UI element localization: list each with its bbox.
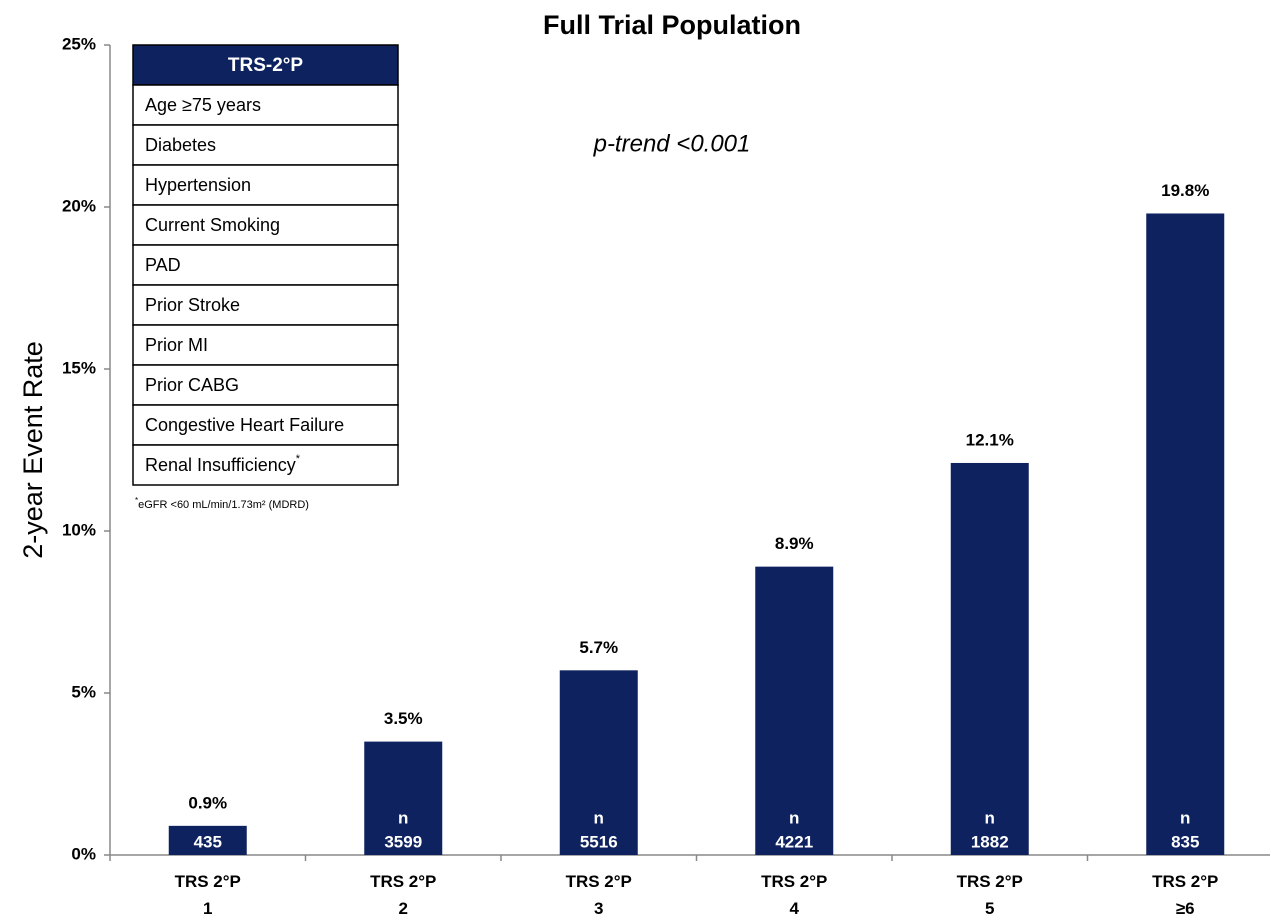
y-tick-label: 25% [62, 34, 96, 53]
x-tick-label-line: 4 [790, 899, 800, 917]
n-label: n [1180, 808, 1190, 827]
y-tick-label: 5% [71, 682, 96, 701]
table-cell-text: Diabetes [145, 135, 216, 155]
n-value: 4221 [775, 832, 813, 851]
y-tick-label: 10% [62, 520, 96, 539]
chart-title: Full Trial Population [543, 10, 801, 40]
bar [364, 741, 443, 855]
table-cell: Prior MI [145, 335, 208, 355]
table-cell-text: Age ≥75 years [145, 95, 261, 115]
table-row [132, 324, 399, 366]
table-cell: Diabetes [145, 135, 216, 155]
table-row [132, 164, 399, 206]
y-axis-label: 2-year Event Rate [18, 341, 48, 559]
table-cell-text: Prior Stroke [145, 295, 240, 315]
table-cell: Renal Insufficiency* [145, 453, 301, 475]
footnote-mark: * [296, 453, 301, 465]
table-row [132, 444, 399, 486]
x-tick-label: TRS 2°P 3 [566, 872, 632, 917]
x-tick-label-line: 5 [985, 899, 994, 917]
x-tick-label: TRS 2°P 2 [370, 872, 436, 917]
y-tick-label: 0% [71, 844, 96, 863]
x-tick-label-line: 2 [399, 899, 408, 917]
data-label: 8.9% [775, 534, 814, 553]
table-cell-text: Prior MI [145, 335, 208, 355]
data-label: 0.9% [188, 793, 227, 812]
y-tick-label: 20% [62, 196, 96, 215]
x-tick-label-line: 3 [594, 899, 603, 917]
footnote-mark: * [135, 496, 138, 505]
data-label: 5.7% [579, 638, 618, 657]
data-label: 12.1% [966, 430, 1014, 449]
n-label: n [398, 808, 408, 827]
table-cell: Congestive Heart Failure [145, 415, 344, 435]
x-tick-label-line: 1 [203, 899, 212, 917]
table-cell-text: Renal Insufficiency [145, 455, 296, 475]
bar [559, 670, 638, 855]
data-label: 19.8% [1161, 181, 1209, 200]
n-value: 835 [1171, 832, 1199, 851]
x-tick-label-line: TRS 2°P [957, 872, 1023, 891]
table-cell-text: Hypertension [145, 175, 251, 195]
n-value: 435 [194, 832, 222, 851]
bar [950, 462, 1029, 855]
x-tick-label: TRS 2°P 1 [175, 872, 241, 917]
footnote: *eGFR <60 mL/min/1.73m² (MDRD) [135, 496, 309, 511]
x-tick-label: TRS 2°P 4 [761, 872, 827, 917]
n-label: n [594, 808, 604, 827]
n-value: 5516 [580, 832, 618, 851]
n-label: n [985, 808, 995, 827]
x-tick-label: TRS 2°P ≥6 [1152, 872, 1218, 917]
table-cell: Current Smoking [145, 215, 280, 235]
n-value: 1882 [971, 832, 1009, 851]
bar [168, 825, 247, 855]
table-row [132, 204, 399, 246]
footnote-text: eGFR <60 mL/min/1.73m² (MDRD) [138, 499, 309, 511]
data-label: 3.5% [384, 709, 423, 728]
table-cell-text: Current Smoking [145, 215, 280, 235]
x-tick-label-line: TRS 2°P [761, 872, 827, 891]
x-tick-label-line: TRS 2°P [175, 872, 241, 891]
n-label: n [789, 808, 799, 827]
table-row [132, 404, 399, 446]
table-cell: PAD [145, 255, 181, 275]
table-row [132, 84, 399, 126]
y-tick-label: 15% [62, 358, 96, 377]
x-tick-label-line: TRS 2°P [1152, 872, 1218, 891]
table-cell: Hypertension [145, 175, 251, 195]
bar [755, 566, 834, 855]
x-tick-label-line: TRS 2°P [566, 872, 632, 891]
x-tick-label: TRS 2°P 5 [957, 872, 1023, 917]
table-cell-text: Congestive Heart Failure [145, 415, 344, 435]
table-cell: Prior Stroke [145, 295, 240, 315]
table-cell: Prior CABG [145, 375, 239, 395]
table-cell-text: Prior CABG [145, 375, 239, 395]
annotation: p-trend <0.001 [593, 130, 751, 157]
bar [1146, 213, 1225, 856]
table-header: TRS-2°P [228, 55, 303, 76]
x-tick-label-line: ≥6 [1176, 899, 1195, 917]
table-row [132, 244, 399, 286]
table-cell: Age ≥75 years [145, 95, 261, 115]
x-tick-label-line: TRS 2°P [370, 872, 436, 891]
n-value: 3599 [384, 832, 422, 851]
table-cell-text: PAD [145, 255, 181, 275]
